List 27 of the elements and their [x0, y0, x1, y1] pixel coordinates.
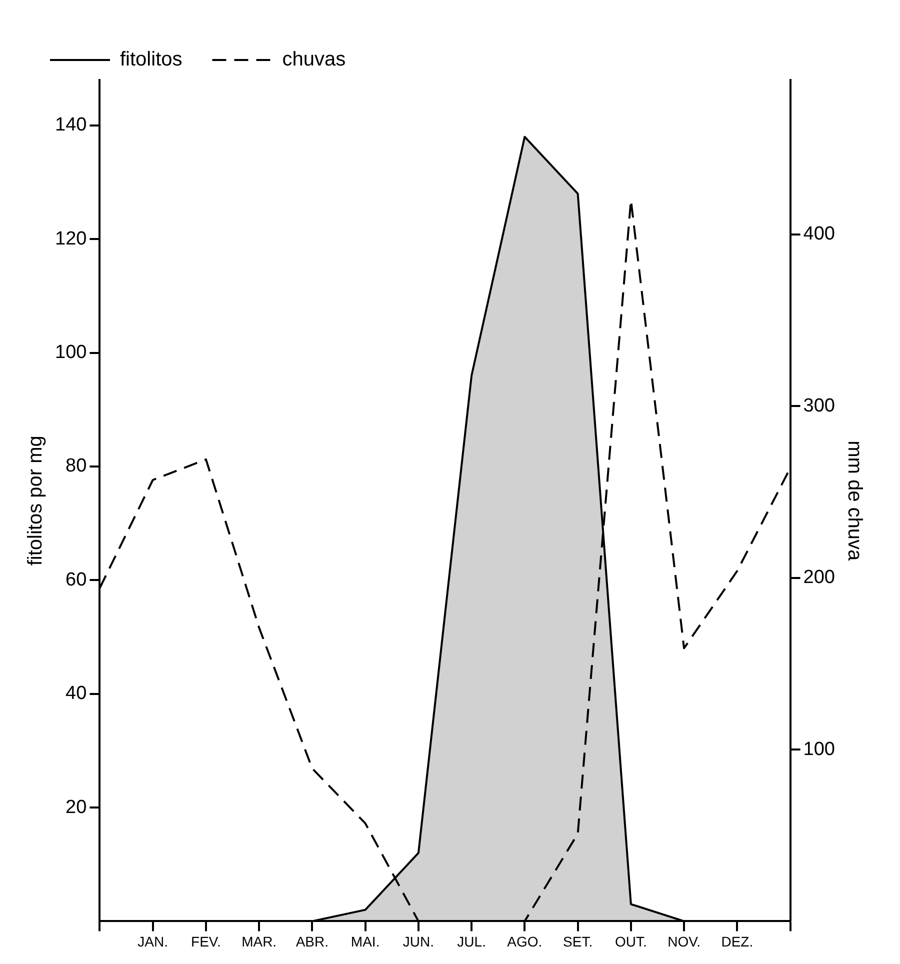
x-tick-label: JAN. [138, 933, 168, 950]
x-tick-label: MAI. [350, 933, 380, 950]
x-tick-label: ABR. [296, 933, 329, 950]
y2-axis-title: mm de chuva [843, 440, 866, 562]
x-tick-label: MAR. [242, 933, 277, 950]
x-tick-label: DEZ. [721, 933, 754, 950]
y-tick-label: 80 [66, 456, 87, 477]
y-tick-label: 120 [55, 228, 87, 250]
y-tick-label: 20 [66, 796, 87, 818]
y-tick-label: 100 [55, 342, 87, 364]
y-tick-label: 140 [55, 114, 87, 136]
y2-tick-label: 200 [803, 567, 835, 588]
x-tick-label: SET. [563, 933, 593, 950]
legend-label: fitolitos [120, 48, 182, 71]
y-tick-label: 40 [66, 683, 87, 704]
legend-label: chuvas [282, 48, 346, 71]
y2-tick-label: 300 [803, 395, 835, 416]
y-axis-title: fitolitos por mg [24, 436, 47, 566]
y2-tick-label: 400 [803, 224, 835, 245]
x-tick-label: OUT. [614, 933, 647, 950]
y-tick-label: 60 [66, 569, 87, 590]
x-tick-label: JUL. [457, 933, 486, 950]
y2-tick-label: 100 [803, 738, 835, 760]
x-tick-label: JUN. [402, 933, 434, 950]
x-tick-label: NOV. [668, 933, 701, 950]
x-tick-label: AGO. [507, 933, 542, 950]
x-tick-label: FEV. [191, 933, 221, 950]
